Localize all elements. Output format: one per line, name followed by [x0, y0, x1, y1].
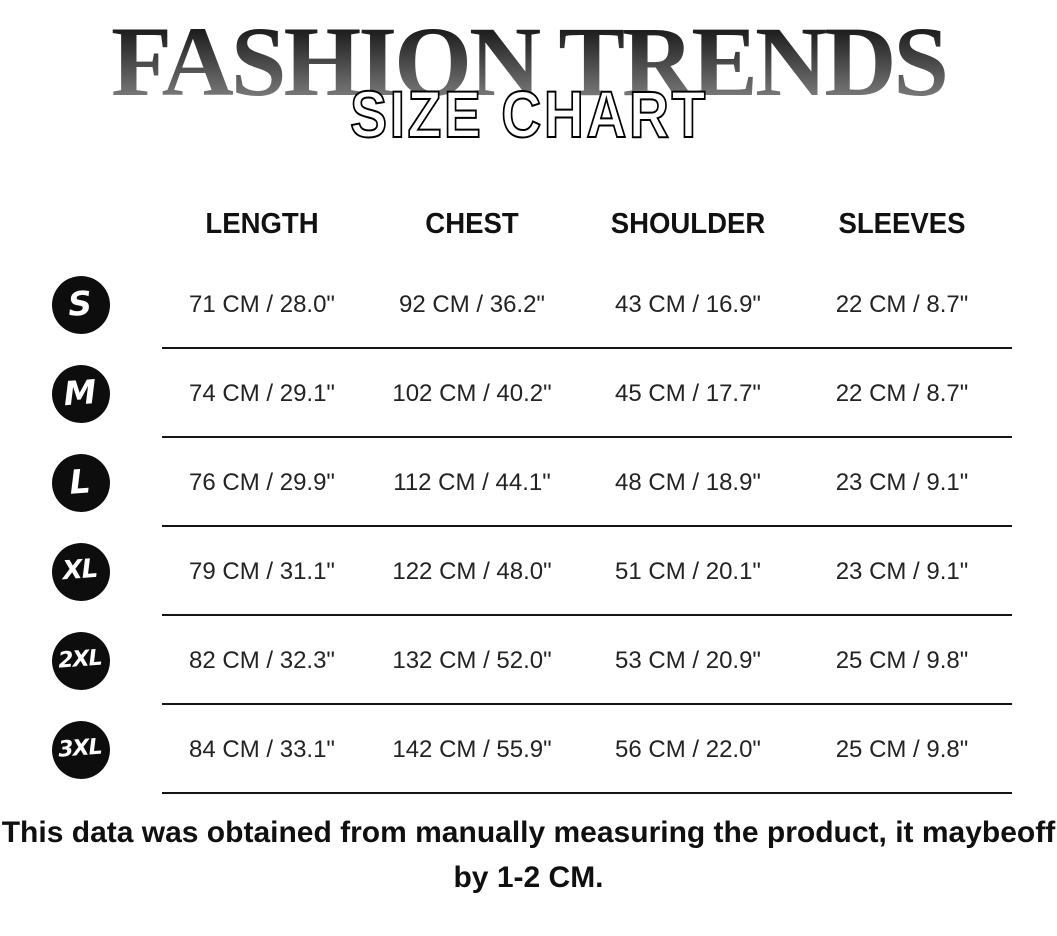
- measurement-disclaimer: This data was obtained from manually mea…: [0, 810, 1057, 900]
- cell-length: 74 CM / 29.1": [189, 379, 335, 407]
- cell-length: 82 CM / 32.3": [189, 646, 335, 674]
- cell-sleeves: 25 CM / 9.8": [835, 646, 969, 674]
- table-row: L 76 CM / 29.9" 112 CM / 44.1" 48 CM / 1…: [0, 438, 1057, 527]
- brand-title: FASHION TRENDS: [111, 0, 949, 112]
- size-badge-m: M: [50, 362, 112, 425]
- table-row: 2XL 82 CM / 32.3" 132 CM / 52.0" 53 CM /…: [0, 616, 1057, 705]
- disclaimer-line-2: by 1-2 CM.: [453, 861, 604, 894]
- cell-sleeves: 25 CM / 9.8": [835, 735, 969, 763]
- cell-length: 79 CM / 31.1": [189, 557, 335, 585]
- table-row: 3XL 84 CM / 33.1" 142 CM / 55.9" 56 CM /…: [0, 705, 1057, 794]
- cell-sleeves: 22 CM / 8.7": [835, 379, 969, 407]
- size-badge-label: 3XL: [57, 733, 103, 762]
- size-badge-label: M: [62, 370, 98, 413]
- size-badge-label: S: [66, 282, 94, 323]
- size-chart-overlay-title: SIZE CHART: [349, 76, 708, 152]
- size-badge-cell: 2XL: [0, 629, 162, 692]
- disclaimer-line-1: This data was obtained from manually mea…: [1, 816, 1056, 849]
- size-chart-table: LENGTH CHEST SHOULDER SLEEVES S 71 CM / …: [0, 188, 1057, 794]
- cell-sleeves: 23 CM / 9.1": [835, 468, 969, 496]
- cell-shoulder: 45 CM / 17.7": [615, 379, 761, 407]
- cell-shoulder: 53 CM / 20.9": [615, 646, 761, 674]
- size-badge-cell: XL: [0, 540, 162, 603]
- cell-sleeves: 23 CM / 9.1": [835, 557, 969, 585]
- size-badge-s: S: [50, 273, 112, 336]
- table-row: S 71 CM / 28.0" 92 CM / 36.2" 43 CM / 16…: [0, 260, 1057, 349]
- cell-shoulder: 51 CM / 20.1": [615, 557, 761, 585]
- column-header-length: LENGTH: [205, 207, 319, 240]
- size-badge-label: L: [68, 460, 92, 501]
- size-badge-label: 2XL: [57, 644, 103, 673]
- size-badge-cell: 3XL: [0, 718, 162, 781]
- cell-shoulder: 56 CM / 22.0": [615, 735, 761, 763]
- cell-length: 76 CM / 29.9": [189, 468, 335, 496]
- cell-length: 71 CM / 28.0": [189, 290, 335, 318]
- size-badge-cell: M: [0, 362, 162, 425]
- cell-chest: 132 CM / 52.0": [392, 646, 552, 674]
- cell-chest: 142 CM / 55.9": [392, 735, 552, 763]
- title-block: FASHION TRENDS SIZE CHART: [0, 0, 1057, 188]
- cell-chest: 102 CM / 40.2": [392, 379, 552, 407]
- size-badge-label: XL: [61, 553, 99, 586]
- cell-chest: 112 CM / 44.1": [393, 468, 551, 496]
- cell-shoulder: 48 CM / 18.9": [615, 468, 761, 496]
- size-badge-cell: L: [0, 451, 162, 514]
- column-header-shoulder: SHOULDER: [610, 207, 766, 240]
- size-badge-3xl: 3XL: [50, 718, 112, 781]
- column-header-sleeves: SLEEVES: [838, 207, 966, 240]
- cell-shoulder: 43 CM / 16.9": [615, 290, 761, 318]
- table-header-row: LENGTH CHEST SHOULDER SLEEVES: [0, 188, 1057, 260]
- size-badge-l: L: [50, 451, 112, 514]
- size-badge-cell: S: [0, 273, 162, 336]
- cell-sleeves: 22 CM / 8.7": [835, 290, 969, 318]
- table-row: XL 79 CM / 31.1" 122 CM / 48.0" 51 CM / …: [0, 527, 1057, 616]
- size-badge-2xl: 2XL: [50, 629, 112, 692]
- cell-length: 84 CM / 33.1": [189, 735, 335, 763]
- column-header-chest: CHEST: [425, 207, 519, 240]
- size-badge-xl: XL: [50, 540, 112, 603]
- cell-chest: 92 CM / 36.2": [399, 290, 545, 318]
- cell-chest: 122 CM / 48.0": [392, 557, 552, 585]
- table-row: M 74 CM / 29.1" 102 CM / 40.2" 45 CM / 1…: [0, 349, 1057, 438]
